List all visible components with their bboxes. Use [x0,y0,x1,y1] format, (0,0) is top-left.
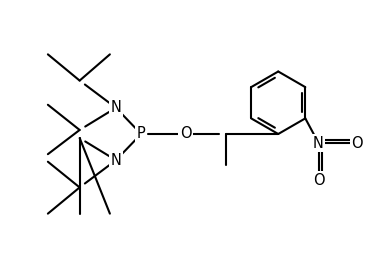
Text: O: O [313,173,325,188]
Text: N: N [110,100,121,115]
Text: O: O [351,136,363,151]
Text: O: O [180,126,191,142]
Text: N: N [110,153,121,168]
Text: N: N [313,136,324,151]
Text: P: P [137,126,145,142]
